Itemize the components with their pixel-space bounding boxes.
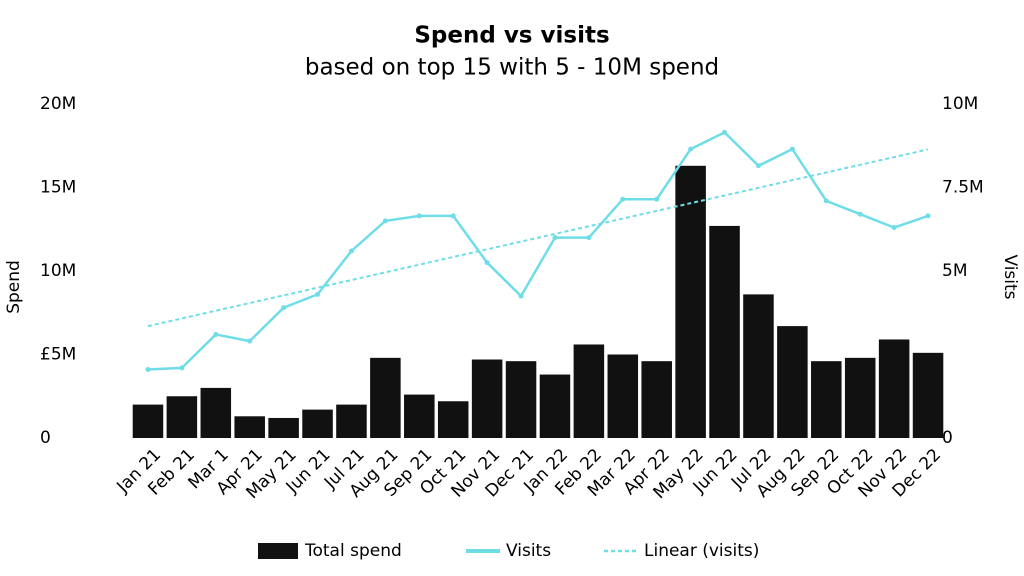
legend-label: Visits <box>506 541 551 561</box>
bar <box>336 404 367 438</box>
visits-point <box>484 260 490 266</box>
bar <box>539 374 571 438</box>
visits-point <box>620 196 626 202</box>
bar <box>675 165 706 439</box>
visits-point <box>450 213 456 219</box>
bar <box>709 225 740 438</box>
legend-swatch <box>258 543 298 559</box>
bar <box>200 387 232 438</box>
y2-tick-label: 10M <box>942 94 978 114</box>
visits-point <box>213 331 219 337</box>
legend-label: Linear (visits) <box>644 541 759 561</box>
bar <box>743 294 774 438</box>
visits-point <box>755 163 761 169</box>
visits-point <box>789 146 795 152</box>
y2-tick-label: 7.5M <box>942 178 984 198</box>
visits-point <box>925 213 931 219</box>
visits-point <box>722 129 728 135</box>
bar <box>777 326 808 438</box>
legend-label: Total spend <box>304 541 402 561</box>
bar <box>268 417 299 438</box>
bar <box>573 344 605 438</box>
visits-point <box>688 146 694 152</box>
bar <box>471 359 503 438</box>
visits-point <box>857 211 863 217</box>
y2-axis-label: Visits <box>1000 254 1020 299</box>
visits-point <box>179 365 185 371</box>
visits-point <box>552 235 558 241</box>
bar <box>370 357 401 438</box>
visits-point <box>281 305 287 311</box>
y-tick-label: 20M <box>40 94 76 114</box>
visits-point <box>145 367 151 373</box>
visits-point <box>586 235 592 241</box>
visits-point <box>247 338 253 344</box>
visits-point <box>891 225 897 231</box>
y-tick-label: 15M <box>40 178 76 198</box>
bar <box>607 354 639 438</box>
bar <box>132 404 164 438</box>
y-axis-label: Spend <box>4 260 24 314</box>
visits-point <box>654 196 660 202</box>
visits-point <box>416 213 422 219</box>
visits-point <box>315 291 321 297</box>
bar <box>912 352 944 438</box>
bar <box>404 394 435 438</box>
bar <box>234 416 265 438</box>
trend-line <box>147 148 929 328</box>
bar <box>878 339 910 438</box>
bar <box>844 357 876 438</box>
y2-tick-label: 0 <box>942 428 953 448</box>
bar <box>505 361 537 438</box>
bar <box>437 401 469 438</box>
visits-point <box>518 293 524 299</box>
y2-tick-label: 5M <box>942 261 967 281</box>
bar <box>302 409 333 438</box>
visits-point <box>348 248 354 254</box>
visits-line <box>147 130 929 371</box>
y-tick-label: 0 <box>40 428 51 448</box>
visits-point <box>382 218 388 224</box>
bar <box>166 396 198 438</box>
visits-point <box>823 198 829 204</box>
y-tick-label: 10M <box>40 261 76 281</box>
chart-subtitle: based on top 15 with 5 - 10M spend <box>305 55 719 81</box>
chart-title: Spend vs visits <box>414 23 609 49</box>
y-tick-label: £5M <box>40 345 76 365</box>
bar <box>641 361 672 438</box>
bar <box>811 361 842 438</box>
